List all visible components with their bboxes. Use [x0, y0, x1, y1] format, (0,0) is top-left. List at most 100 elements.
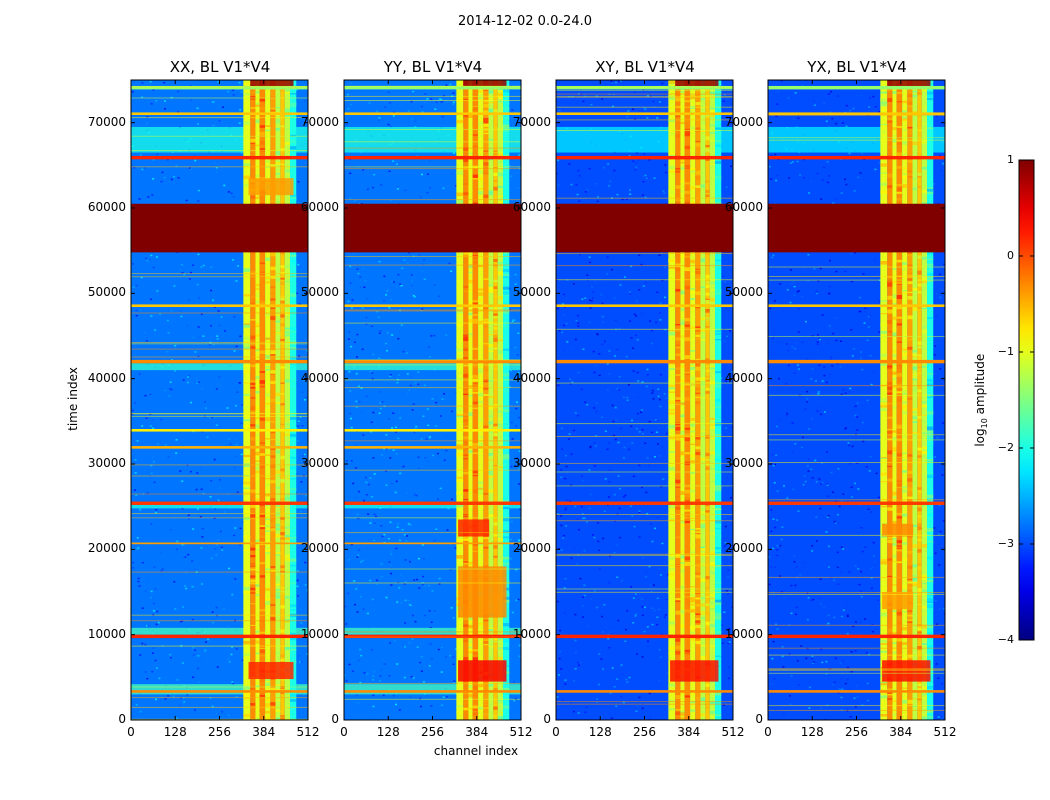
panel-title: XY, BL V1*V4: [595, 58, 695, 76]
cyan-band: [131, 684, 308, 695]
x-tick-label: 512: [509, 725, 533, 739]
colorbar-label-rest: amplitude: [972, 353, 987, 419]
panel-title: XX, BL V1*V4: [169, 58, 271, 76]
rfi-channel: [917, 80, 922, 720]
colorbar-tick-label: 0: [1007, 249, 1014, 262]
rfi-channel: [255, 80, 260, 720]
hot-patch: [248, 661, 294, 680]
colorbar-tick-label: −2: [997, 441, 1014, 454]
colorbar-tick-label: 1: [1007, 153, 1014, 166]
bright-row: [556, 155, 733, 160]
y-tick-label: 0: [755, 712, 763, 726]
panel-title: YX, BL V1*V4: [807, 58, 907, 76]
x-tick-label: 128: [588, 725, 612, 739]
flagged-block: [556, 203, 733, 253]
hot-patch: [670, 660, 719, 682]
y-tick-label: 20000: [724, 541, 763, 556]
hot-patch: [248, 178, 294, 196]
x-tick-label: 384: [465, 725, 489, 739]
bright-row: [344, 690, 521, 693]
y-tick-label: 50000: [512, 285, 551, 300]
bright-row: [131, 634, 308, 639]
y-axis-label: time index: [66, 367, 80, 431]
panel-3: [555, 79, 734, 721]
bright-row: [131, 501, 308, 505]
y-tick-label: 50000: [724, 285, 763, 300]
flagged-block: [131, 203, 308, 253]
rfi-channel: [463, 80, 469, 720]
panel-1: [130, 79, 309, 721]
rfi-channel: [921, 80, 928, 720]
bright-row: [768, 304, 945, 307]
x-tick-label: 128: [800, 725, 824, 739]
y-tick-label: 70000: [87, 114, 126, 129]
bright-row: [556, 690, 733, 693]
cyan-band: [344, 684, 521, 695]
colorbar-tick-label: −3: [997, 537, 1014, 550]
x-tick-label: 128: [163, 725, 187, 739]
hot-patch: [458, 660, 507, 682]
panel-4: [767, 79, 946, 721]
y-tick-label: 10000: [87, 626, 126, 641]
colorbar-gradient: [1018, 159, 1035, 641]
rfi-channel: [497, 80, 504, 720]
y-tick-label: 60000: [300, 200, 339, 214]
y-tick-label: 70000: [512, 114, 551, 129]
rfi-channel: [456, 80, 464, 720]
x-tick-label: 256: [845, 725, 868, 739]
rfi-channel: [902, 80, 908, 720]
y-tick-label: 20000: [300, 541, 339, 556]
rfi-channel: [705, 80, 710, 720]
x-tick-label: 384: [677, 725, 701, 739]
colorbar-label-sub: 10: [980, 418, 990, 429]
hot-patch: [250, 80, 294, 89]
colorbar: [1018, 159, 1035, 641]
bright-row: [131, 304, 308, 307]
y-tick-label: 20000: [512, 541, 551, 556]
bright-row: [556, 85, 733, 90]
colorbar-label: log10 amplitude: [973, 340, 989, 460]
bright-row: [768, 85, 945, 90]
rfi-channel: [488, 80, 494, 720]
rfi-channel: [280, 80, 285, 720]
x-tick-label: 256: [633, 725, 656, 739]
rfi-channel: [284, 80, 291, 720]
rfi-channel: [927, 80, 934, 720]
y-tick-label: 30000: [724, 456, 763, 470]
y-tick-label: 40000: [300, 370, 339, 385]
bright-row: [344, 85, 521, 90]
rfi-channel: [690, 80, 696, 720]
hot-patch: [882, 660, 931, 682]
rfi-channel: [478, 80, 484, 720]
rfi-channel: [680, 80, 685, 720]
y-tick-label: 60000: [512, 200, 551, 214]
y-tick-label: 20000: [87, 541, 126, 556]
bright-row: [131, 429, 308, 432]
bright-row: [344, 304, 521, 307]
rfi-channel: [472, 80, 479, 720]
rfi-channel: [243, 80, 251, 720]
x-axis-label: channel index: [433, 744, 519, 758]
y-tick-label: 40000: [724, 370, 763, 385]
rfi-channel: [503, 80, 510, 720]
cyan-band: [344, 504, 521, 509]
rfi-channel: [468, 80, 473, 720]
bright-row: [556, 359, 733, 364]
x-tick-label: 0: [764, 725, 772, 739]
cyan-band: [131, 627, 308, 635]
panel-2: [343, 79, 522, 721]
y-tick-label: 50000: [87, 285, 126, 300]
bright-row: [131, 359, 308, 364]
rfi-channel: [887, 80, 893, 720]
y-tick-label: 60000: [724, 200, 763, 214]
y-tick-label: 10000: [724, 626, 763, 641]
y-tick-label: 0: [118, 712, 126, 726]
rfi-channel: [695, 80, 701, 720]
bright-row: [768, 359, 945, 364]
panel-title: YY, BL V1*V4: [383, 58, 483, 76]
y-tick-label: 40000: [512, 370, 551, 385]
x-tick-label: 0: [340, 725, 348, 739]
bright-row: [344, 501, 521, 505]
